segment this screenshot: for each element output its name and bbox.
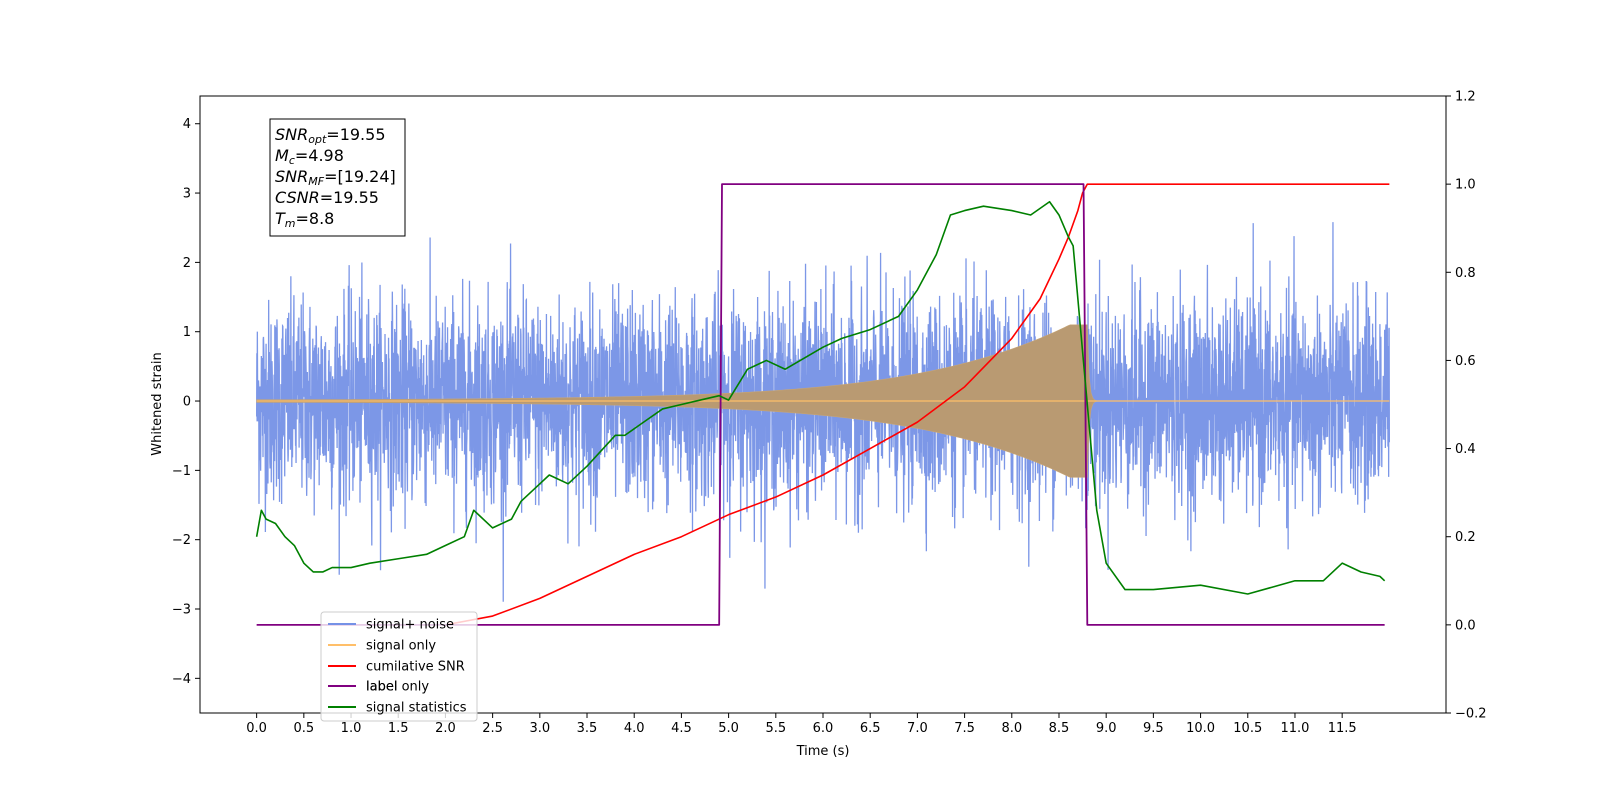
x-tick-label: 10.0 <box>1186 721 1215 736</box>
annotation-line: Tm=8.8 <box>275 209 334 230</box>
y2-tick-label: 0.2 <box>1455 530 1476 545</box>
y-tick-label: 2 <box>183 256 191 271</box>
y-axis-right: 1.2 1.0 0.8 0.6 0.4 0.2 0.0 −0.2 <box>1446 90 1487 722</box>
x-tick-label: 2.0 <box>435 721 456 736</box>
x-tick-label: 4.0 <box>624 721 645 736</box>
y-tick-label: −1 <box>172 464 191 479</box>
y2-tick-label: 1.2 <box>1455 90 1476 105</box>
y2-tick-label: 0.4 <box>1455 442 1476 457</box>
legend-label: signal statistics <box>366 701 467 716</box>
y2-tick-label: 0.6 <box>1455 354 1476 369</box>
x-axis: 0.0 0.5 1.0 1.5 2.0 2.5 3.0 3.5 4.0 4.5 5.0 5.5 6.0 6… <box>246 713 1357 736</box>
legend-frame <box>320 611 478 722</box>
annotation-line: SNRopt=19.55 <box>275 125 386 146</box>
x-tick-label: 3.5 <box>577 721 598 736</box>
x-tick-label: 11.5 <box>1328 721 1357 736</box>
series-cumulative-snr-line <box>445 183 1390 626</box>
x-tick-label: 5.0 <box>718 721 739 736</box>
legend-label: signal+ noise <box>366 618 454 633</box>
y-axis-left: 4 3 2 1 0 −1 −2 −3 −4 <box>172 117 200 687</box>
x-tick-label: 8.5 <box>1049 721 1070 736</box>
legend-label: label only <box>366 680 429 695</box>
legend-label: signal only <box>366 639 436 654</box>
annotation-line: SNRMF=[19.24] <box>275 167 396 188</box>
y-tick-label: −4 <box>172 672 191 687</box>
x-tick-label: 10.5 <box>1233 721 1262 736</box>
y-tick-label: −2 <box>172 533 191 548</box>
x-tick-label: 8.0 <box>1001 721 1022 736</box>
series-signal-noise-line <box>255 222 1391 602</box>
y2-tick-label: 0.8 <box>1455 266 1476 281</box>
series-signal-statistics-line <box>255 200 1386 595</box>
x-tick-label: 6.5 <box>860 721 881 736</box>
annotation-line: CSNR=19.55 <box>275 188 379 207</box>
x-tick-label: 3.0 <box>529 721 550 736</box>
y2-tick-label: 1.0 <box>1455 178 1476 193</box>
x-tick-label: 1.0 <box>341 721 362 736</box>
x-tick-label: 11.0 <box>1280 721 1309 736</box>
x-tick-label: 1.5 <box>388 721 409 736</box>
x-tick-label: 9.5 <box>1143 721 1164 736</box>
y-tick-label: −3 <box>172 603 191 618</box>
legend: signal+ noise signal only cumilative SNR la… <box>320 611 478 722</box>
plot-area <box>255 183 1391 626</box>
x-tick-label: 6.0 <box>813 721 834 736</box>
y-axis-title: Whitened strain <box>150 352 165 455</box>
x-tick-label: 7.5 <box>954 721 975 736</box>
x-tick-label: 4.5 <box>671 721 692 736</box>
x-tick-label: 0.0 <box>246 721 267 736</box>
y-tick-label: 0 <box>183 395 191 410</box>
y-tick-label: 3 <box>183 187 191 202</box>
annotation-line: Mc=4.98 <box>275 146 344 167</box>
y-tick-label: 4 <box>183 117 191 132</box>
series-label-line <box>256 183 1385 626</box>
y2-tick-label: −0.2 <box>1455 707 1487 722</box>
x-tick-label: 7.0 <box>907 721 928 736</box>
annotation-box: SNRopt=19.55Mc=4.98SNRMF=[19.24]CSNR=19.… <box>269 118 406 237</box>
y-tick-label: 1 <box>183 325 191 340</box>
annotation-box-frame <box>269 118 406 237</box>
x-tick-label: 0.5 <box>293 721 314 736</box>
legend-label: label <box>366 680 397 695</box>
legend-label: cumilative SNR <box>366 660 465 675</box>
x-axis-title: Time (s) <box>796 744 850 759</box>
x-tick-label: 2.5 <box>482 721 503 736</box>
x-tick-label: 5.5 <box>765 721 786 736</box>
y2-tick-label: 0.0 <box>1455 618 1476 633</box>
x-tick-label: 9.0 <box>1096 721 1117 736</box>
